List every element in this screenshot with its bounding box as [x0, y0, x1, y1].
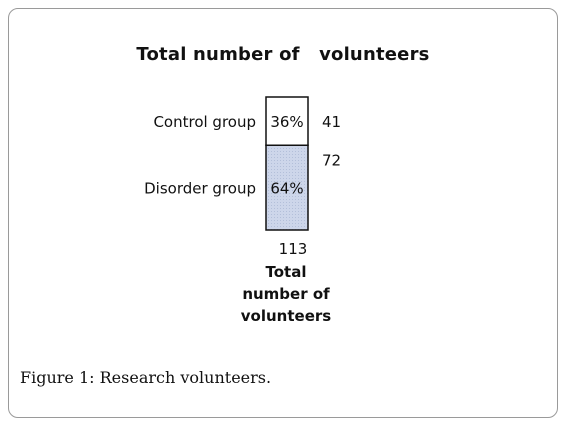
figure-caption: Figure 1: Research volunteers.	[20, 368, 271, 387]
bar-group	[265, 96, 309, 231]
series-label-disorder-group: Disorder group	[144, 180, 256, 198]
percent-label-control-group: 36%	[270, 113, 303, 131]
category-label-line-3: volunteers	[241, 307, 331, 325]
total-value-label: 113	[279, 240, 308, 258]
category-label-line-1: Total	[266, 263, 307, 281]
chart-title: Total number of volunteers	[136, 44, 430, 65]
category-label-line-2: number of	[242, 285, 330, 303]
bar-segment-disorder-group	[265, 144, 309, 231]
percent-label-disorder-group: 64%	[270, 180, 303, 198]
label-group: 36% Control group 41 64% Disorder group 72 113…	[144, 113, 341, 325]
count-label-disorder-group: 72	[322, 151, 341, 169]
series-label-control-group: Control group	[153, 113, 256, 131]
bar-segment-control-group	[265, 96, 309, 147]
count-label-control-group: 41	[322, 113, 341, 131]
caption-label: Figure 1:	[20, 368, 95, 387]
caption-text: Research volunteers.	[94, 368, 272, 387]
